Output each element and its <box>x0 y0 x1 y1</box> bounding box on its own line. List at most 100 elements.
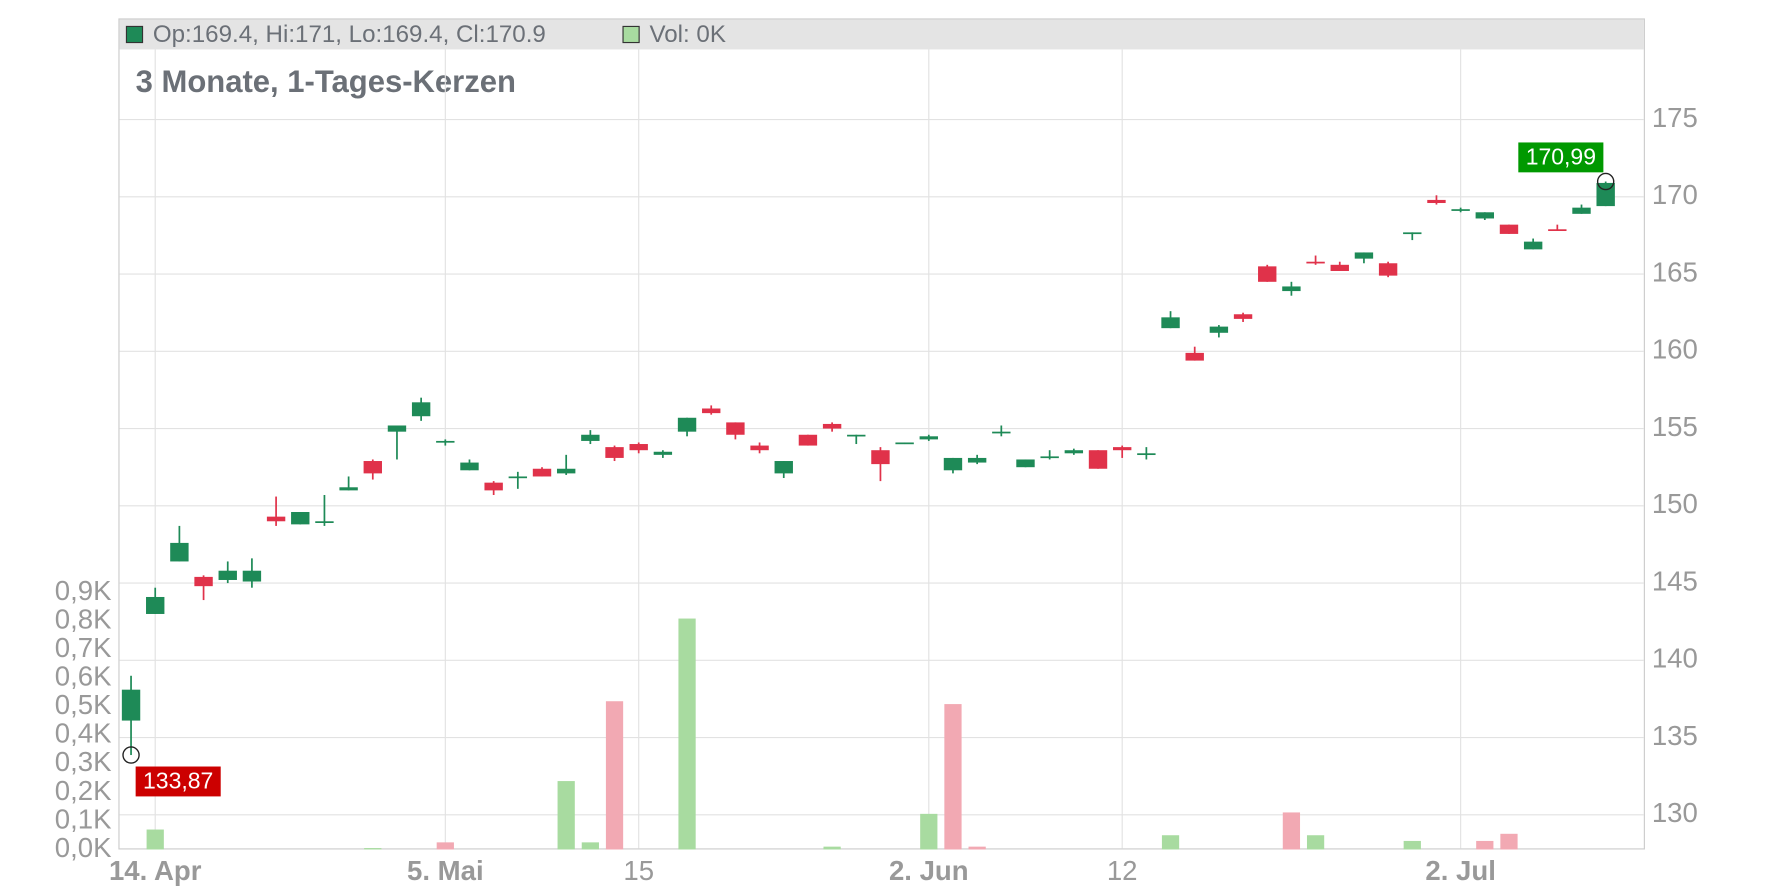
legend-label: Op:169.4, Hi:171, Lo:169.4, Cl:170.9 <box>153 21 546 48</box>
legend-band <box>119 19 1644 50</box>
candle-body <box>436 440 455 443</box>
candle-body <box>387 425 407 432</box>
volume-bar <box>436 842 454 850</box>
volume-bar <box>1282 812 1301 850</box>
volume-tick-label: 0,9K <box>55 575 112 606</box>
candle-body <box>895 442 914 445</box>
y-tick-label: 130 <box>1652 797 1698 828</box>
y-tick-label: 135 <box>1652 720 1698 751</box>
candle-body <box>1572 207 1591 214</box>
candle-body <box>266 516 286 522</box>
candle-body <box>460 462 479 471</box>
candle-body <box>1137 453 1156 456</box>
volume-tick-label: 0,7K <box>55 632 112 663</box>
volume-tick-label: 0,0K <box>55 832 112 863</box>
candle-body <box>653 451 673 455</box>
y-tick-label: 170 <box>1652 179 1698 210</box>
legend-swatch <box>622 25 640 44</box>
candle-body <box>871 450 890 465</box>
candle-body <box>121 689 141 721</box>
candle-body <box>315 521 334 523</box>
candle-body <box>146 596 165 614</box>
candle-body <box>943 457 963 471</box>
x-tick-label: 15 <box>623 855 654 886</box>
candle-body <box>1427 199 1446 204</box>
candle-body <box>1161 317 1180 329</box>
plot-frame <box>118 18 1645 850</box>
volume-bar <box>605 701 624 850</box>
legend-swatch <box>125 25 144 44</box>
candle-body <box>919 436 938 440</box>
candle-body <box>750 445 769 451</box>
candle-body <box>1378 263 1398 276</box>
volume-tick-label: 0,5K <box>55 689 112 720</box>
volume-tick-label: 0,3K <box>55 746 112 777</box>
y-tick-label: 145 <box>1652 565 1698 596</box>
candle-body <box>1451 209 1470 211</box>
volume-bar <box>581 842 599 850</box>
volume-bar <box>364 848 382 850</box>
candle-body <box>1185 352 1204 361</box>
candle-body <box>1330 264 1349 271</box>
volume-bar <box>1161 835 1180 850</box>
volume-bar <box>1403 840 1421 850</box>
candle-body <box>1016 459 1035 468</box>
candle-body <box>194 576 213 587</box>
candle-body <box>1354 252 1374 259</box>
volume-bar <box>1476 840 1494 850</box>
candle-body <box>1088 450 1108 469</box>
volume-bar <box>1500 833 1518 850</box>
y-tick-label: 155 <box>1652 411 1698 442</box>
volume-bar <box>920 813 938 850</box>
candle-body <box>1112 447 1132 451</box>
volume-tick-label: 0,6K <box>55 661 112 692</box>
candle-body <box>556 468 576 474</box>
x-tick-label: 5. Mai <box>407 855 484 886</box>
candle-body <box>629 444 648 451</box>
legend-label: Vol: 0K <box>649 21 725 48</box>
candle-body <box>242 570 262 582</box>
volume-tick-label: 0,4K <box>55 718 112 749</box>
volume-bar <box>678 618 696 850</box>
annotation-box <box>135 766 221 797</box>
candle-body <box>798 434 818 446</box>
candle-body <box>532 468 552 477</box>
candle-body <box>1233 314 1253 319</box>
candle-body <box>363 461 382 474</box>
candle-body <box>411 402 431 417</box>
x-tick-label: 2. Jul <box>1425 855 1496 886</box>
candle-body <box>1403 232 1422 235</box>
candle-body <box>774 461 793 474</box>
candle-body <box>1064 450 1084 454</box>
annotation-label: 170,99 <box>1526 144 1596 170</box>
candle-body <box>1282 286 1301 292</box>
candle-body <box>967 457 987 463</box>
candle-body <box>508 476 528 479</box>
candle-body <box>726 422 745 435</box>
annotation-label: 133,87 <box>143 768 213 794</box>
y-tick-label: 160 <box>1652 334 1698 365</box>
candle-body <box>605 447 624 458</box>
volume-bar <box>823 846 841 850</box>
x-tick-label: 2. Jun <box>889 855 969 886</box>
candle-body <box>1499 224 1519 234</box>
y-tick-label: 150 <box>1652 488 1698 519</box>
volume-bar <box>944 704 962 850</box>
volume-tick-label: 0,2K <box>55 775 112 806</box>
candle-body <box>1040 456 1059 459</box>
volume-tick-label: 0,8K <box>55 604 112 635</box>
y-tick-label: 165 <box>1652 256 1698 287</box>
volume-tick-label: 0,1K <box>55 803 112 834</box>
candle-body <box>339 487 358 491</box>
candle-body <box>677 417 697 432</box>
candle-body <box>822 423 842 429</box>
annotation-marker <box>1596 172 1615 191</box>
candle-body <box>992 431 1011 434</box>
candle-body <box>1523 241 1543 250</box>
volume-bar <box>1306 835 1325 850</box>
volume-bar <box>557 781 575 850</box>
candle-body <box>581 434 600 441</box>
x-tick-label: 12 <box>1107 855 1138 886</box>
